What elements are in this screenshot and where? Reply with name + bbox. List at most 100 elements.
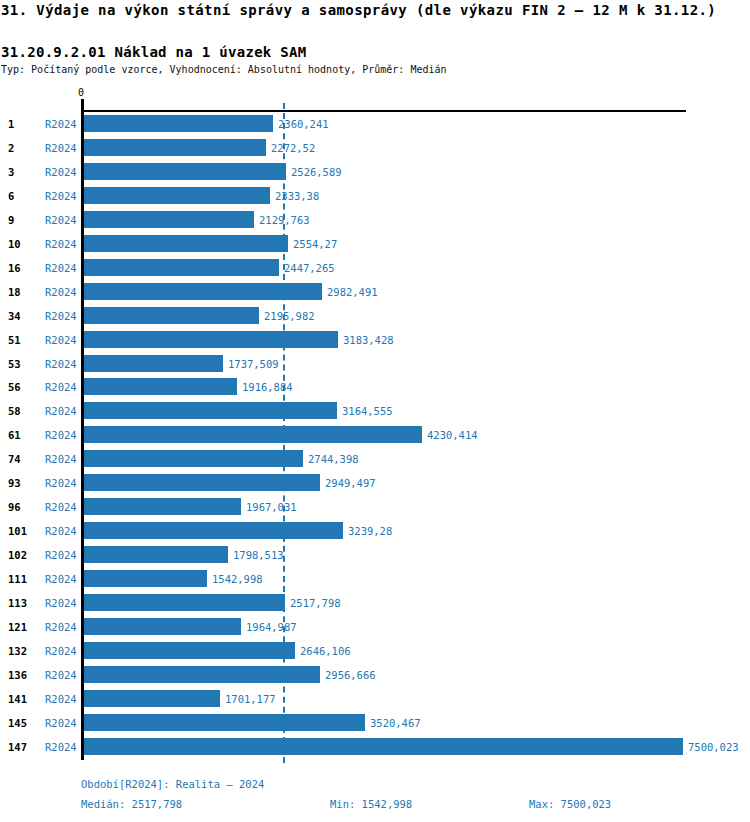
row-series-label: R2024 — [45, 619, 77, 635]
row-category-label: 53 — [8, 356, 21, 372]
row-series-label: R2024 — [45, 236, 77, 252]
bar — [84, 378, 237, 395]
bar — [84, 570, 207, 587]
row-category-label: 16 — [8, 260, 21, 276]
row-series-label: R2024 — [45, 379, 77, 395]
bar-value-label: 2195,982 — [264, 308, 315, 324]
row-category-label: 147 — [8, 739, 27, 755]
row-category-label: 113 — [8, 595, 27, 611]
bar-value-label: 2129,763 — [259, 212, 310, 228]
row-category-label: 18 — [8, 284, 21, 300]
chart-row: 136R20242956,666 — [0, 663, 750, 687]
bar — [84, 474, 320, 491]
bar-value-label: 1737,509 — [228, 356, 279, 372]
bar-value-label: 1964,987 — [246, 619, 297, 635]
bar — [84, 283, 322, 300]
row-series-label: R2024 — [45, 188, 77, 204]
bar — [84, 331, 338, 348]
row-category-label: 121 — [8, 619, 27, 635]
bar — [84, 618, 241, 635]
report-page: 31. Výdaje na výkon státní správy a samo… — [0, 0, 750, 822]
bar — [84, 690, 220, 707]
row-category-label: 3 — [8, 164, 14, 180]
y-axis-line — [81, 99, 84, 760]
chart-row: 145 R2024 3520,467 — [0, 711, 750, 735]
row-series-label: R2024 — [45, 499, 77, 515]
row-series-label: R2024 — [45, 308, 77, 324]
bar-value-label: 2956,666 — [325, 667, 376, 683]
row-category-label: 101 — [8, 523, 27, 539]
row-category-label: 2 — [8, 140, 14, 156]
chart-row: 111R20241542,998 — [0, 567, 750, 591]
bar-value-label: 4230,414 — [427, 427, 478, 443]
chart-row: 10R20242554,27 — [0, 232, 750, 256]
bar — [84, 115, 273, 132]
chart-row: 113R20242517,798 — [0, 591, 750, 615]
row-series-label: R2024 — [45, 547, 77, 563]
bar — [84, 594, 285, 611]
footer-median: Medián: 2517,798 — [81, 797, 182, 811]
chart-row: 53 R2024 1737,509 — [0, 352, 750, 376]
chart-row: 34 R2024 2195,982 — [0, 304, 750, 328]
chart-row: 56R20241916,884 — [0, 375, 750, 399]
row-series-label: R2024 — [45, 451, 77, 467]
row-series-label: R2024 — [45, 571, 77, 587]
row-category-label: 145 — [8, 715, 27, 731]
chart-row: 121 R2024 1964,987 — [0, 615, 750, 639]
bar — [84, 450, 303, 467]
row-category-label: 51 — [8, 332, 21, 348]
bar-value-label: 3520,467 — [370, 715, 421, 731]
bar-value-label: 3239,28 — [348, 523, 392, 539]
bar-value-label: 1967,031 — [246, 499, 297, 515]
bar — [84, 546, 228, 563]
chart-row: 9R20242129,763 — [0, 208, 750, 232]
row-category-label: 93 — [8, 475, 21, 491]
row-category-label: 56 — [8, 379, 21, 395]
chart-row: 18R20242982,491 — [0, 280, 750, 304]
row-series-label: R2024 — [45, 739, 77, 755]
row-series-label: R2024 — [45, 260, 77, 276]
bar-value-label: 2744,398 — [308, 451, 359, 467]
bar — [84, 307, 259, 324]
chart-row: 6R20242333,38 — [0, 184, 750, 208]
bar-value-label: 2526,589 — [291, 164, 342, 180]
chart-row: 61R20244230,414 — [0, 423, 750, 447]
bar-value-label: 2360,241 — [278, 116, 329, 132]
chart-row: 101R20243239,28 — [0, 519, 750, 543]
bar — [84, 139, 266, 156]
bar-value-label: 7500,023 — [688, 739, 739, 755]
bar — [84, 738, 683, 755]
bar — [84, 259, 279, 276]
row-category-label: 61 — [8, 427, 21, 443]
bar — [84, 235, 288, 252]
bar-value-label: 2982,491 — [327, 284, 378, 300]
row-category-label: 34 — [8, 308, 21, 324]
chart-row: 51R20243183,428 — [0, 328, 750, 352]
row-category-label: 1 — [8, 116, 14, 132]
row-series-label: R2024 — [45, 715, 77, 731]
row-category-label: 6 — [8, 188, 14, 204]
chart-row: 16R20242447,265 — [0, 256, 750, 280]
bar — [84, 426, 422, 443]
row-series-label: R2024 — [45, 595, 77, 611]
bar-value-label: 3164,555 — [342, 403, 393, 419]
bar — [84, 211, 254, 228]
row-series-label: R2024 — [45, 356, 77, 372]
x-axis-zero-tick-label: 0 — [73, 87, 89, 98]
bar — [84, 714, 365, 731]
row-series-label: R2024 — [45, 116, 77, 132]
row-category-label: 141 — [8, 691, 27, 707]
bar — [84, 666, 320, 683]
chart-row: 1 R2024 2360,241 — [0, 112, 750, 136]
row-category-label: 10 — [8, 236, 21, 252]
bar — [84, 163, 286, 180]
row-category-label: 96 — [8, 499, 21, 515]
bar — [84, 642, 295, 659]
chart-row: 96 R2024 1967,031 — [0, 495, 750, 519]
row-category-label: 102 — [8, 547, 27, 563]
footer-max: Max: 7500,023 — [529, 797, 611, 811]
footer-min: Min: 1542,998 — [330, 797, 412, 811]
bar — [84, 522, 343, 539]
row-category-label: 58 — [8, 403, 21, 419]
row-category-label: 74 — [8, 451, 21, 467]
